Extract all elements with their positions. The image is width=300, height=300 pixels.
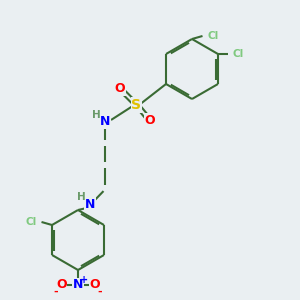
Text: N: N [73, 278, 83, 292]
Text: O: O [89, 278, 100, 292]
Text: Cl: Cl [233, 49, 244, 59]
Text: -: - [98, 286, 102, 297]
Text: N: N [85, 197, 95, 211]
Text: O: O [115, 82, 125, 95]
Text: O: O [56, 278, 67, 292]
Text: S: S [131, 98, 142, 112]
Text: H: H [92, 110, 101, 120]
Text: N: N [100, 115, 110, 128]
Text: Cl: Cl [207, 31, 218, 41]
Text: -: - [54, 286, 58, 297]
Text: Cl: Cl [26, 217, 37, 227]
Text: H: H [76, 192, 85, 203]
Text: +: + [80, 274, 88, 285]
Text: O: O [145, 113, 155, 127]
